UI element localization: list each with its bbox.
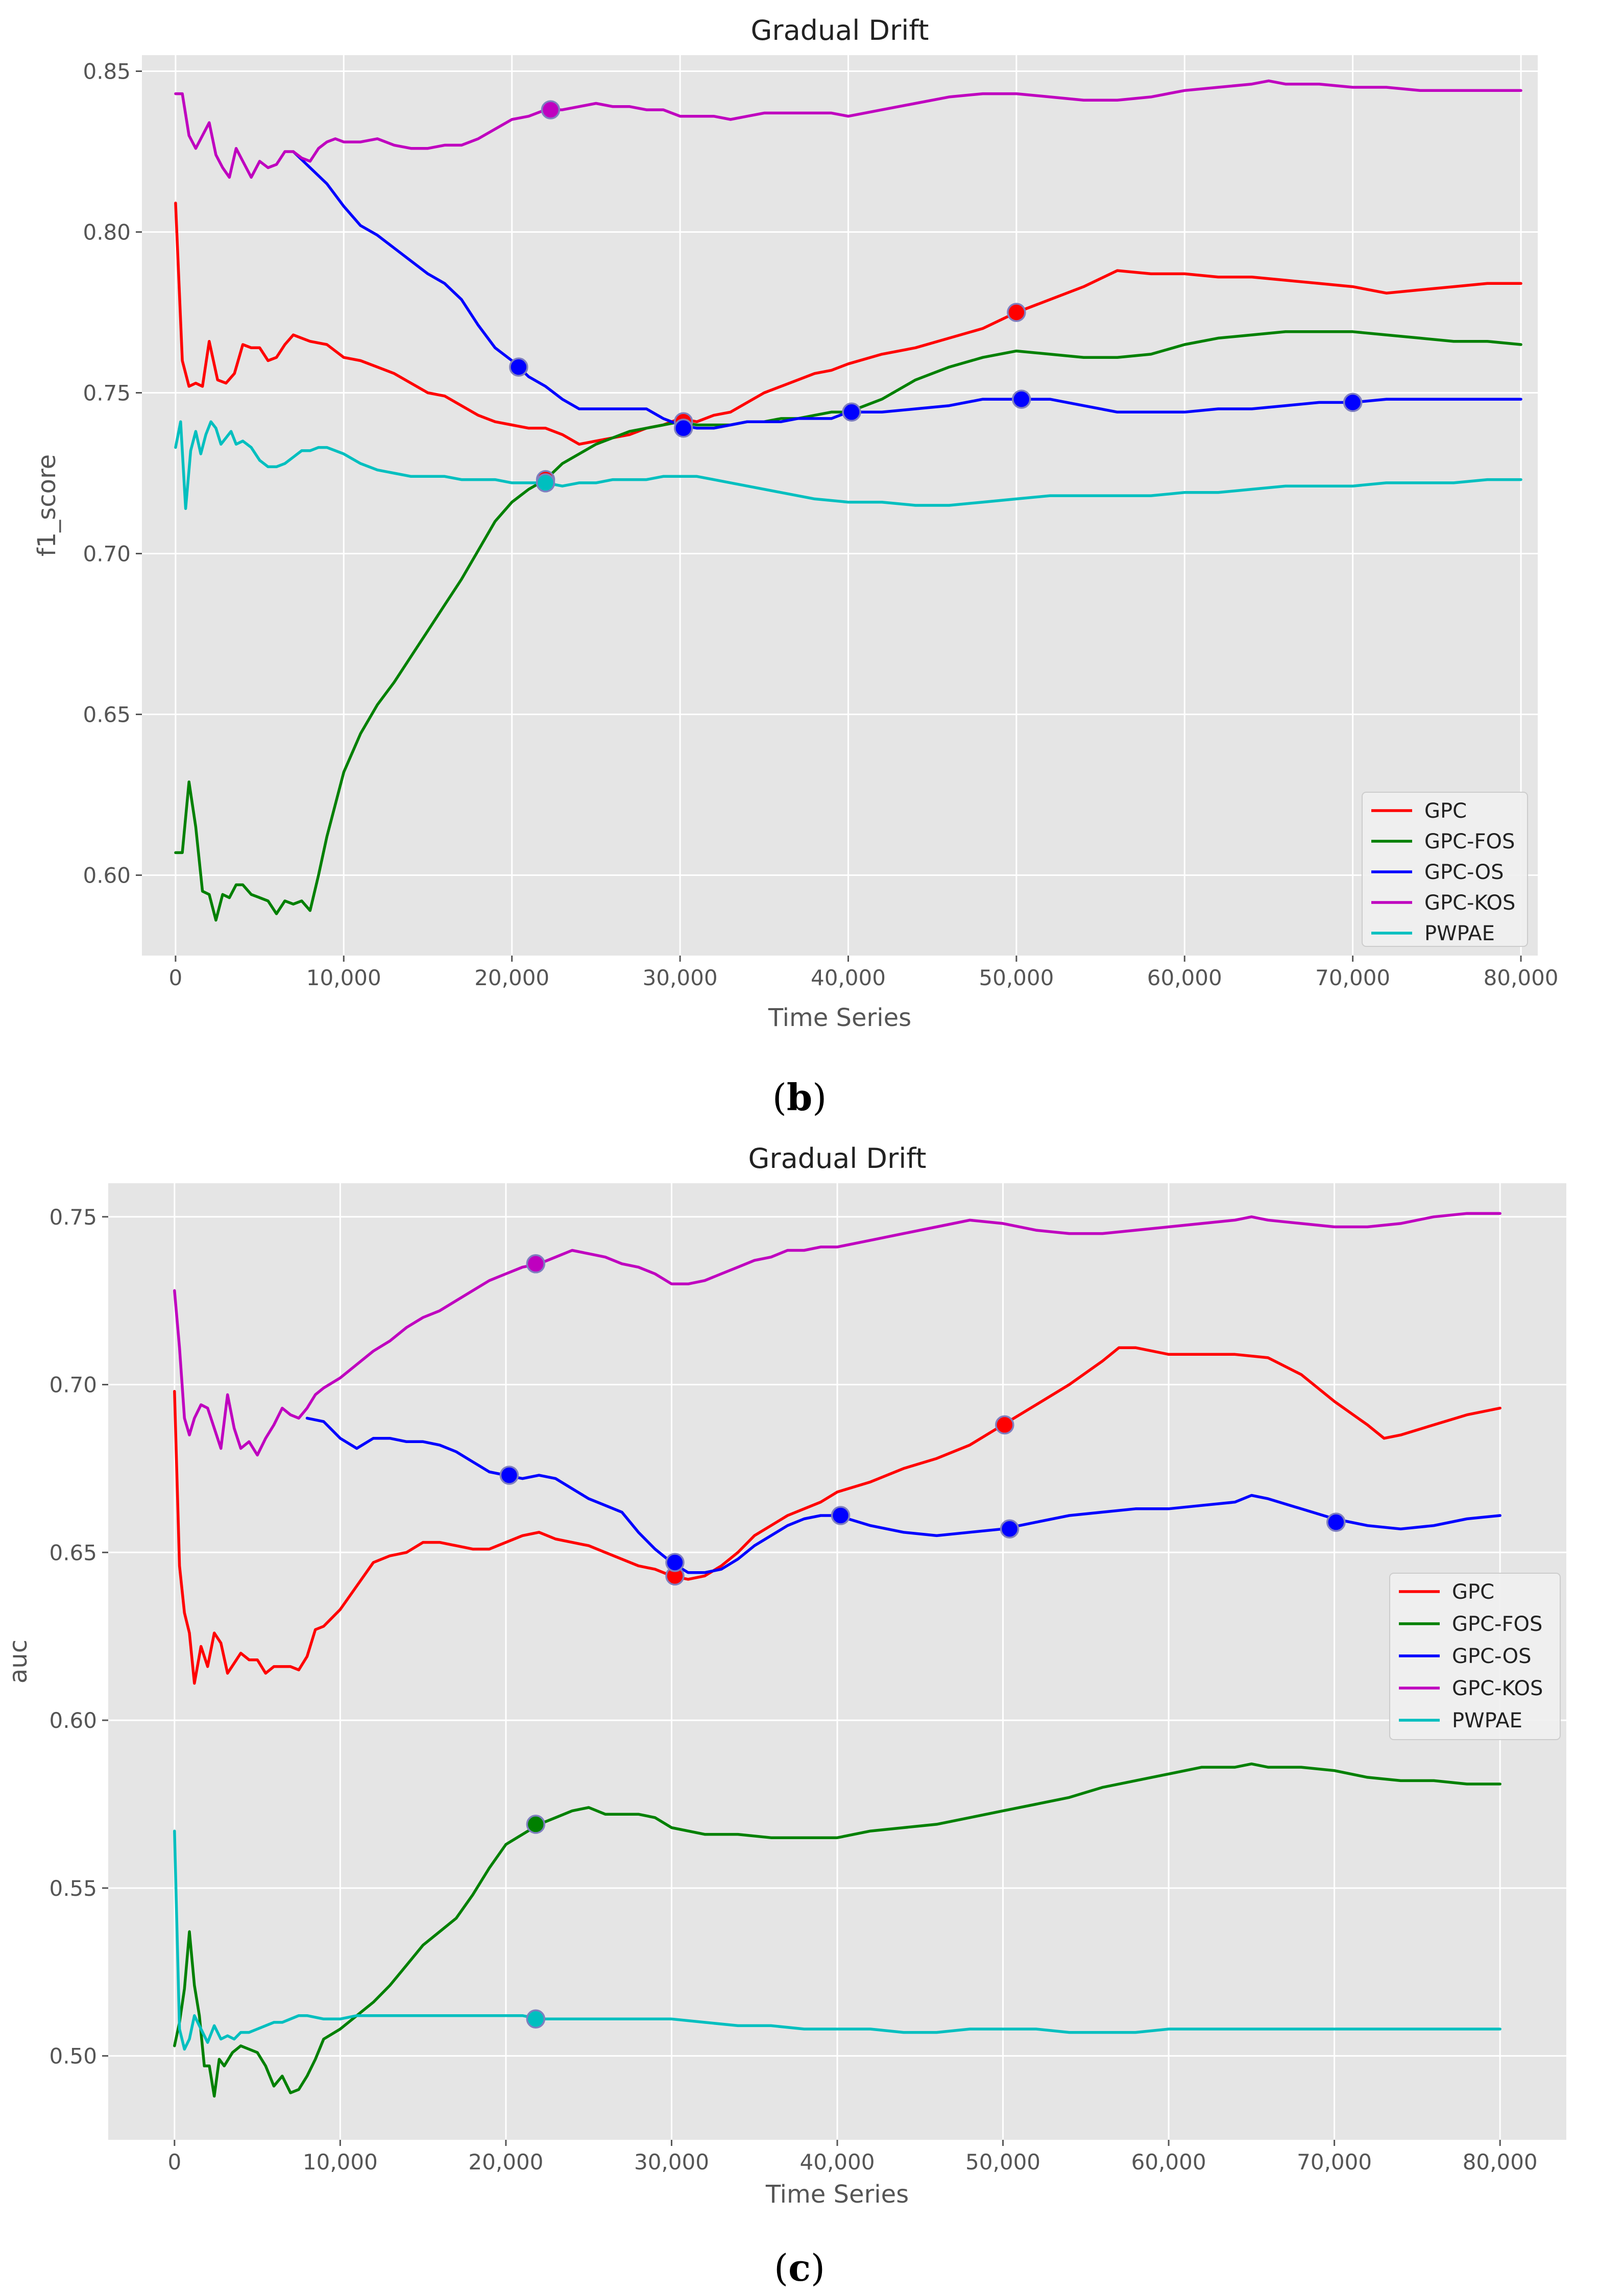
- panel-caption-open: (: [774, 2246, 788, 2289]
- series-line-gpc-kos: [174, 79, 1522, 179]
- x-tick-label: 20,000: [474, 965, 549, 990]
- y-tick-label: 0.55: [49, 1876, 97, 1901]
- legend-label-pwpae: PWPAE: [1452, 1709, 1522, 1732]
- series-line-gpc: [173, 1346, 1501, 1685]
- y-tick-label: 0.70: [83, 542, 131, 567]
- legend-label-gpc-os: GPC-OS: [1424, 861, 1504, 884]
- legend-label-gpc-kos: GPC-KOS: [1424, 891, 1515, 915]
- drift-marker-gpc-os: [499, 1465, 519, 1485]
- drift-marker-gpc-os: [1000, 1519, 1020, 1539]
- legend-label-gpc-fos: GPC-FOS: [1452, 1613, 1542, 1636]
- drift-marker-gpc-kos: [526, 1254, 546, 1274]
- legend-label-gpc: GPC: [1452, 1580, 1494, 1604]
- series-line-pwpae: [174, 420, 1522, 510]
- x-tick-label: 60,000: [1131, 2150, 1206, 2175]
- drift-marker-gpc: [995, 1415, 1014, 1435]
- x-tick-label: 40,000: [811, 965, 886, 990]
- panel-caption-letter: b: [787, 1076, 812, 1119]
- legend-label-pwpae: PWPAE: [1424, 922, 1495, 945]
- legend-label-gpc-os: GPC-OS: [1452, 1645, 1531, 1668]
- drift-marker-gpc-os: [1011, 389, 1031, 409]
- legend-label-gpc-kos: GPC-KOS: [1452, 1677, 1543, 1700]
- drift-marker-pwpae: [536, 473, 555, 493]
- series-line-gpc-fos: [174, 330, 1522, 922]
- drift-marker-gpc-kos: [541, 100, 561, 119]
- legend: GPC GPC-FOS GPC-OS GPC-KOS PWPAE: [1389, 1573, 1561, 1740]
- chart-panel-b: 0 10,000 20,000 30,000 40,000 50,000 60,000 70,…: [33, 14, 1559, 1032]
- x-tick-label: 10,000: [303, 2150, 378, 2175]
- drift-marker-gpc-os: [509, 357, 528, 377]
- drift-marker-gpc-os: [665, 1553, 685, 1572]
- y-tick-label: 0.50: [49, 2044, 97, 2069]
- series-line-pwpae: [173, 1829, 1501, 2051]
- x-tick-label: 80,000: [1484, 965, 1559, 990]
- x-tick-label: 0: [169, 965, 183, 990]
- y-tick-label: 0.65: [83, 702, 131, 727]
- x-tick-label: 0: [167, 2150, 181, 2175]
- legend-box: [1362, 792, 1528, 947]
- y-axis-label: f1_score: [33, 454, 61, 556]
- panel-caption: (c): [774, 2246, 825, 2289]
- panel-caption-close: ): [811, 2246, 825, 2289]
- panel-caption: (b): [772, 1076, 827, 1119]
- drift-marker-gpc-os: [1343, 393, 1363, 412]
- chart-panel-c: 0 10,000 20,000 30,000 40,000 50,000 60,000 70,…: [4, 1142, 1566, 2209]
- x-tick-label: 70,000: [1315, 965, 1390, 990]
- drift-marker-gpc-os: [673, 419, 693, 438]
- legend-label-gpc: GPC: [1424, 799, 1467, 823]
- chart-title: Gradual Drift: [751, 14, 929, 46]
- y-tick-label: 0.70: [49, 1373, 97, 1398]
- chart-title: Gradual Drift: [748, 1142, 927, 1175]
- series-line-gpc-os: [292, 150, 1522, 430]
- y-tick-label: 0.75: [49, 1205, 97, 1230]
- drift-marker-gpc-os: [1326, 1512, 1346, 1532]
- drift-marker-pwpae: [526, 2009, 546, 2029]
- x-tick-label: 40,000: [800, 2150, 875, 2175]
- series-line-gpc-kos: [173, 1212, 1501, 1457]
- legend: GPC GPC-FOS GPC-OS GPC-KOS PWPAE: [1362, 792, 1528, 947]
- y-tick-label: 0.65: [49, 1540, 97, 1565]
- series-line-gpc-os: [305, 1416, 1501, 1574]
- x-tick-label: 50,000: [965, 2150, 1040, 2175]
- x-axis-label: Time Series: [768, 1004, 911, 1032]
- panel-caption-close: ): [812, 1076, 827, 1119]
- x-tick-label: 30,000: [643, 965, 718, 990]
- series-line-gpc: [174, 202, 1522, 446]
- drift-marker-gpc-fos: [526, 1815, 546, 1834]
- legend-box: [1389, 1573, 1561, 1740]
- y-tick-label: 0.85: [83, 59, 131, 84]
- x-tick-label: 80,000: [1463, 2150, 1538, 2175]
- x-tick-label: 50,000: [979, 965, 1054, 990]
- drift-marker-gpc-os: [831, 1506, 851, 1525]
- drift-marker-gpc-os: [842, 402, 861, 422]
- y-tick-label: 0.60: [49, 1708, 97, 1733]
- plot-background: [142, 55, 1538, 956]
- x-tick-label: 60,000: [1147, 965, 1222, 990]
- x-tick-label: 10,000: [306, 965, 381, 990]
- x-tick-label: 70,000: [1297, 2150, 1372, 2175]
- panel-caption-open: (: [772, 1076, 787, 1119]
- x-tick-label: 20,000: [468, 2150, 543, 2175]
- drift-marker-gpc: [1007, 303, 1026, 322]
- y-tick-label: 0.75: [83, 381, 131, 406]
- panel-caption-letter: c: [788, 2246, 811, 2289]
- legend-label-gpc-fos: GPC-FOS: [1424, 830, 1515, 853]
- x-tick-label: 30,000: [634, 2150, 709, 2175]
- x-axis-label: Time Series: [765, 2180, 909, 2209]
- y-axis-label: auc: [4, 1640, 33, 1683]
- y-tick-label: 0.60: [83, 863, 131, 888]
- y-tick-label: 0.80: [83, 220, 131, 245]
